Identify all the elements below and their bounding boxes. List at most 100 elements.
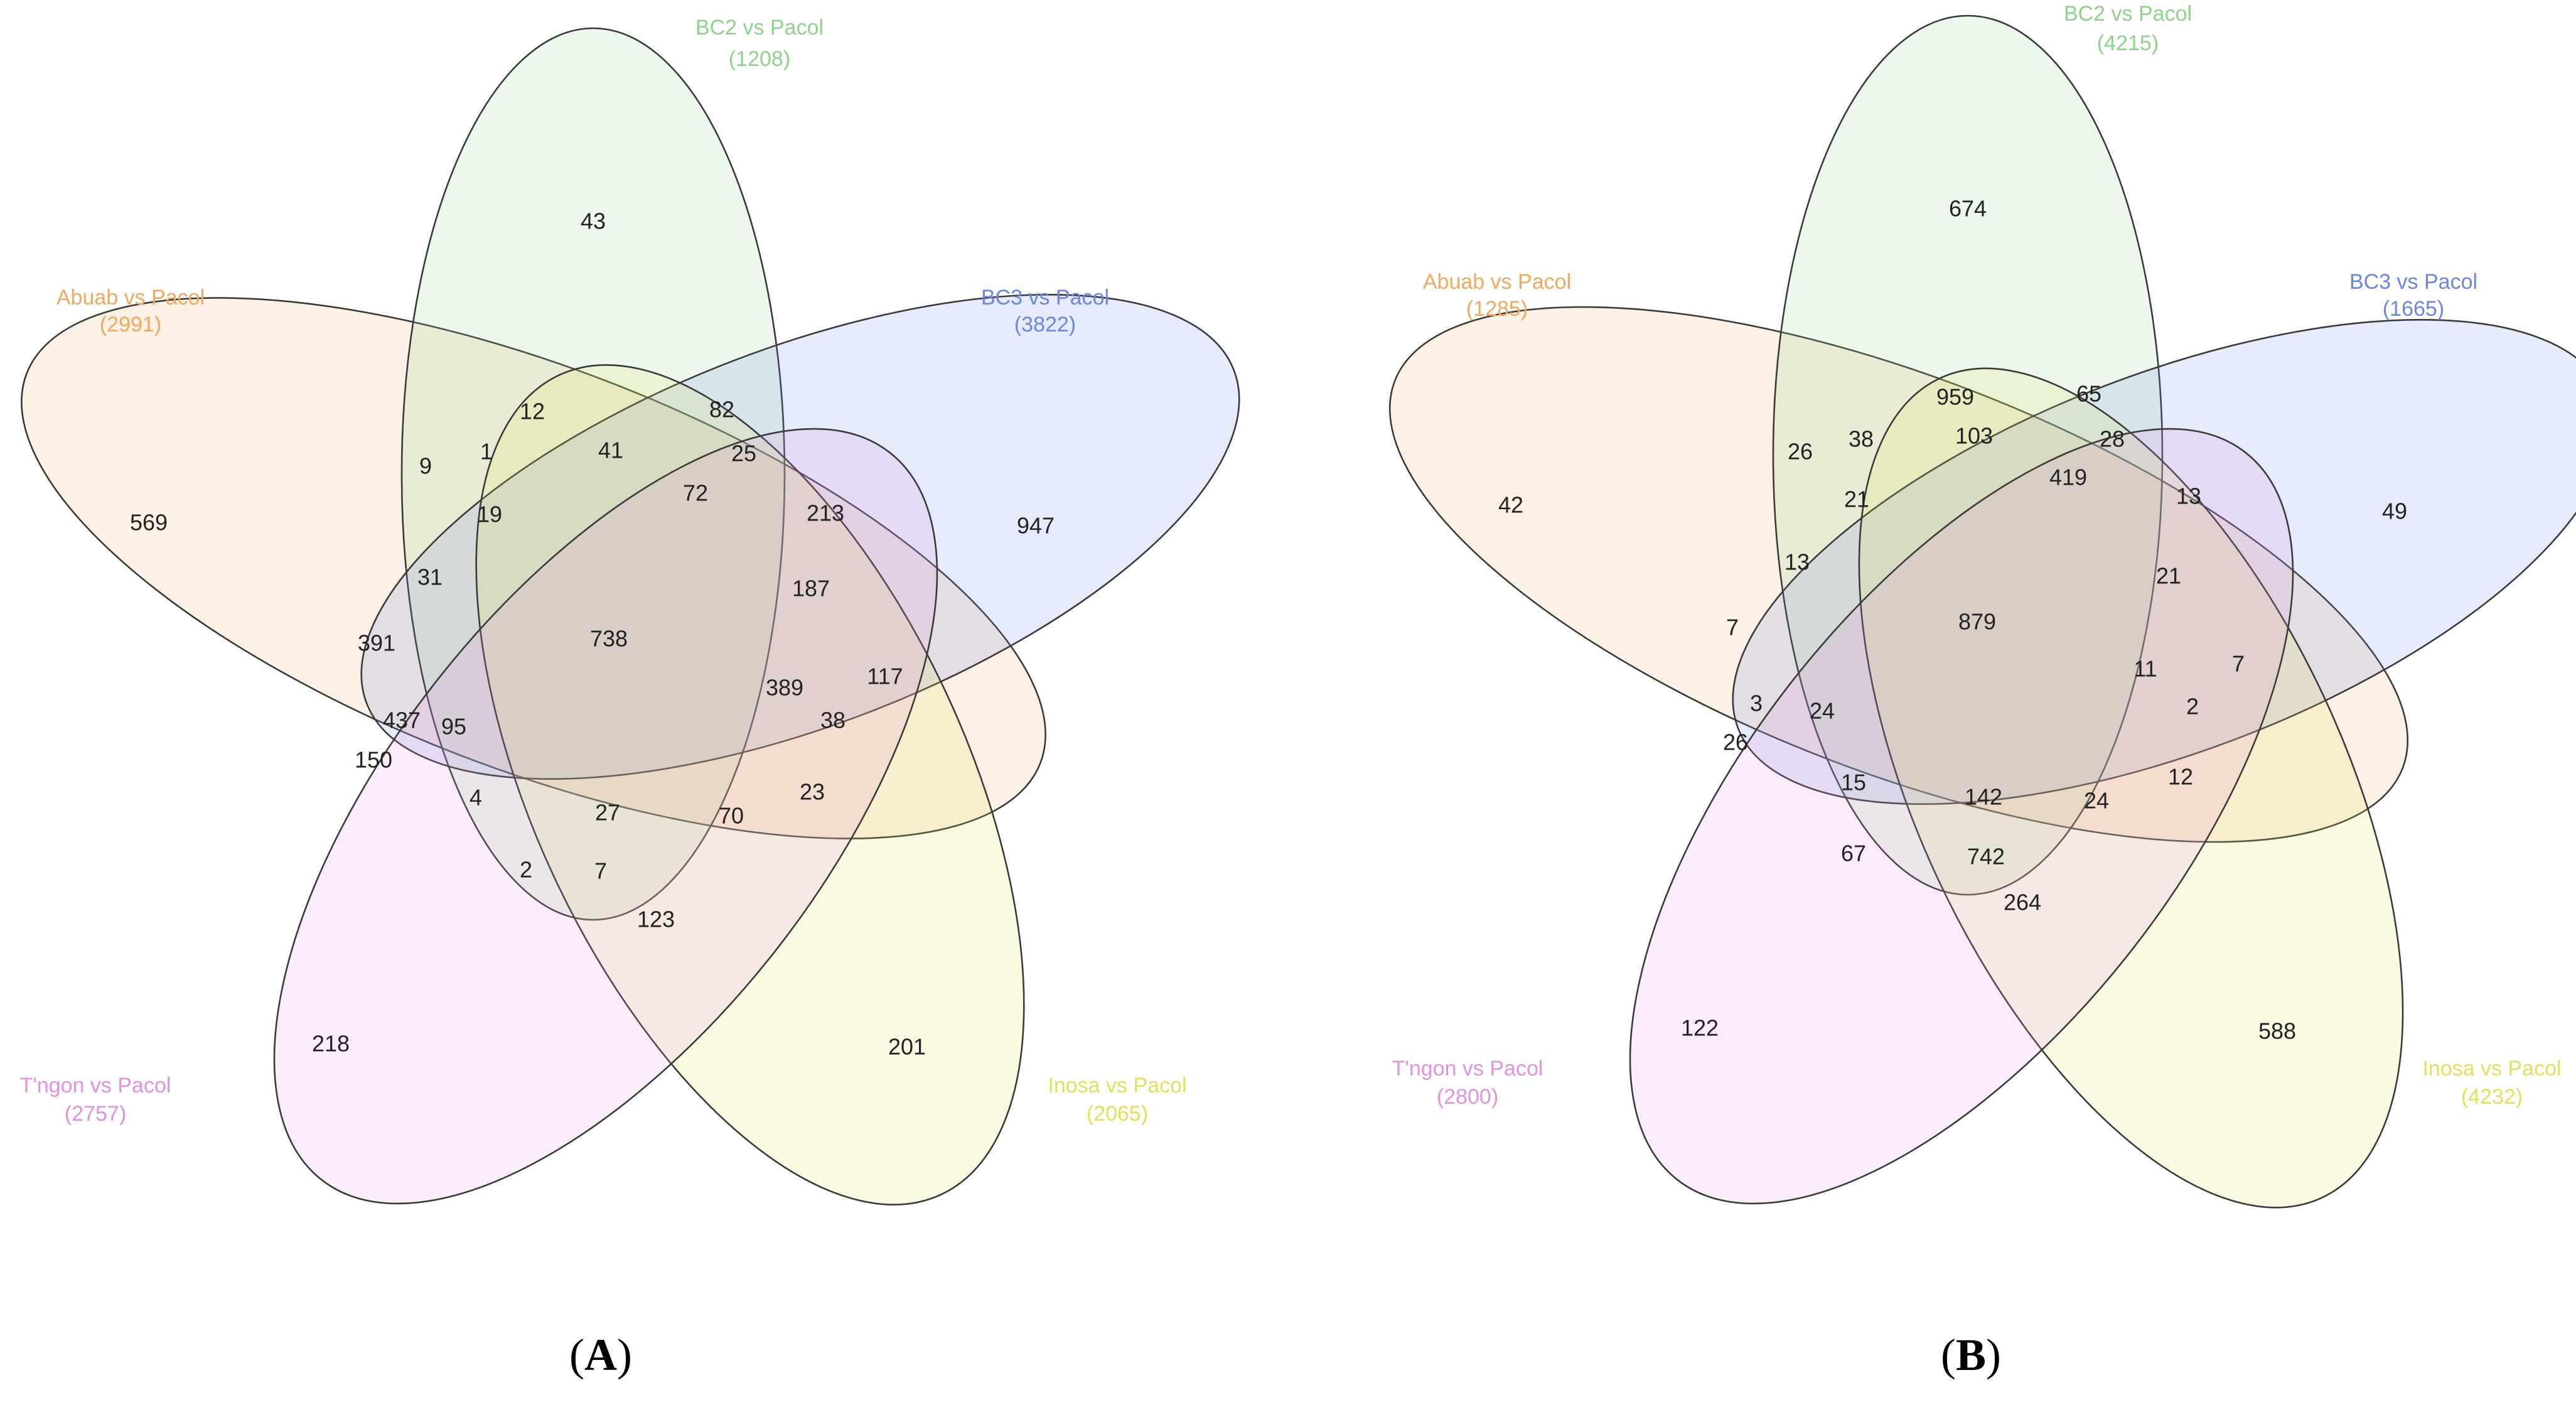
region-count: 419 <box>2049 465 2087 490</box>
set-ellipse-abuab <box>21 297 1046 839</box>
region-count: 49 <box>2382 499 2407 524</box>
region-count: 742 <box>1967 844 2005 870</box>
region-count: 26 <box>1723 730 1748 755</box>
set-ellipse-bc3 <box>1732 318 2576 806</box>
set-label-name-tngon: T'ngon vs Pacol <box>1392 1057 1543 1081</box>
set-ellipse-tngon <box>273 428 938 1205</box>
set-label-count-bc2: (4215) <box>2097 31 2159 55</box>
panel-caption-a: (A) <box>569 1330 632 1380</box>
region-count: 70 <box>719 803 744 829</box>
region-count: 43 <box>581 208 606 234</box>
set-labels: Abuab vs Pacol (1285) BC2 vs Pacol (4215) BC… <box>1392 2 2562 1109</box>
region-count: 150 <box>355 747 392 773</box>
region-count: 72 <box>683 480 708 506</box>
region-count: 12 <box>520 399 545 424</box>
region-count: 391 <box>358 630 395 656</box>
region-count: 21 <box>2156 563 2181 589</box>
set-label-count-inosa: (4232) <box>2461 1085 2523 1109</box>
venn-panel-b: Abuab vs Pacol (1285) BC2 vs Pacol (4215) BC… <box>1388 2 2576 1380</box>
set-ellipses <box>1388 14 2576 1209</box>
region-count: 13 <box>1784 549 1810 575</box>
region-count: 12 <box>2168 764 2193 790</box>
region-count: 7 <box>594 858 607 884</box>
set-label-name-tngon: T'ngon vs Pacol <box>20 1074 171 1097</box>
region-count: 2 <box>520 857 532 883</box>
set-label-name-inosa: Inosa vs Pacol <box>2422 1057 2561 1081</box>
region-count: 123 <box>637 907 675 932</box>
region-count: 67 <box>1841 841 1866 866</box>
region-count: 9 <box>419 453 432 479</box>
region-count: 41 <box>598 438 623 463</box>
set-label-name-abuab: Abuab vs Pacol <box>56 286 205 310</box>
set-label-name-bc3: BC3 vs Pacol <box>981 286 1109 310</box>
region-count: 103 <box>1955 423 1993 449</box>
region-count: 122 <box>1681 1015 1719 1041</box>
set-label-name-bc3: BC3 vs Pacol <box>2349 270 2477 294</box>
region-count: 1 <box>480 439 493 465</box>
region-count: 2 <box>2186 694 2199 720</box>
region-count: 142 <box>1965 784 2002 810</box>
set-ellipses <box>21 27 1240 1205</box>
venn-panel-a: Abuab vs Pacol (2991) BC2 vs Pacol (1208) BC… <box>20 16 1240 1380</box>
region-count: 264 <box>2004 890 2041 915</box>
region-count: 218 <box>312 1031 350 1057</box>
region-count: 201 <box>888 1034 926 1060</box>
region-count: 38 <box>1849 426 1874 452</box>
set-label-count-tngon: (2800) <box>1437 1085 1498 1109</box>
region-count: 3 <box>1750 691 1763 716</box>
region-count: 31 <box>417 564 443 590</box>
set-label-name-abuab: Abuab vs Pacol <box>1423 270 1571 294</box>
set-label-count-bc3: (1665) <box>2383 297 2444 321</box>
region-count: 65 <box>2076 381 2101 407</box>
region-count: 959 <box>1936 384 1974 410</box>
region-count: 21 <box>1844 487 1869 512</box>
region-count: 4 <box>470 785 482 811</box>
region-count: 588 <box>2258 1018 2296 1044</box>
set-ellipse-bc3 <box>360 293 1240 780</box>
set-ellipse-tngon <box>1629 428 2294 1205</box>
set-ellipse-inosa <box>1858 367 2404 1209</box>
set-label-name-inosa: Inosa vs Pacol <box>1048 1074 1186 1097</box>
region-count: 879 <box>1958 609 1996 635</box>
region-count: 19 <box>477 502 502 527</box>
region-count: 25 <box>731 441 756 466</box>
region-count: 15 <box>1841 770 1866 795</box>
region-count: 674 <box>1949 196 1987 222</box>
region-count: 82 <box>709 397 734 423</box>
region-count: 42 <box>1498 492 1523 518</box>
set-labels: Abuab vs Pacol (2991) BC2 vs Pacol (1208) BC… <box>20 16 1187 1126</box>
region-count: 24 <box>1810 698 1835 724</box>
region-count: 187 <box>792 576 830 601</box>
panel-caption-b: (B) <box>1941 1330 2001 1380</box>
region-count: 13 <box>2176 483 2201 509</box>
region-count: 738 <box>590 626 628 652</box>
region-count: 117 <box>867 664 903 689</box>
region-count: 213 <box>807 500 844 526</box>
region-count: 437 <box>383 708 421 733</box>
set-label-count-abuab: (2991) <box>100 313 161 337</box>
set-label-count-bc3: (3822) <box>1014 313 1076 337</box>
set-ellipse-bc2 <box>400 27 786 921</box>
set-ellipse-inosa <box>475 364 1025 1205</box>
set-label-name-bc2: BC2 vs Pacol <box>695 16 824 40</box>
region-count: 23 <box>800 779 825 805</box>
region-count: 947 <box>1017 513 1055 539</box>
region-count: 569 <box>130 510 168 536</box>
region-count: 11 <box>2133 656 2157 682</box>
set-label-count-bc2: (1208) <box>729 47 790 71</box>
panel-caption-letter: A <box>584 1330 617 1380</box>
region-count: 24 <box>2084 788 2109 814</box>
region-count: 7 <box>2232 651 2245 677</box>
set-label-name-bc2: BC2 vs Pacol <box>2064 2 2192 26</box>
panel-caption-letter: B <box>1956 1330 1986 1380</box>
set-label-count-tngon: (2757) <box>65 1102 126 1126</box>
set-label-count-abuab: (1285) <box>1466 297 1528 321</box>
region-count: 38 <box>820 708 845 733</box>
region-count: 28 <box>2100 426 2125 452</box>
set-label-count-inosa: (2065) <box>1087 1102 1148 1126</box>
region-count: 95 <box>441 714 466 740</box>
